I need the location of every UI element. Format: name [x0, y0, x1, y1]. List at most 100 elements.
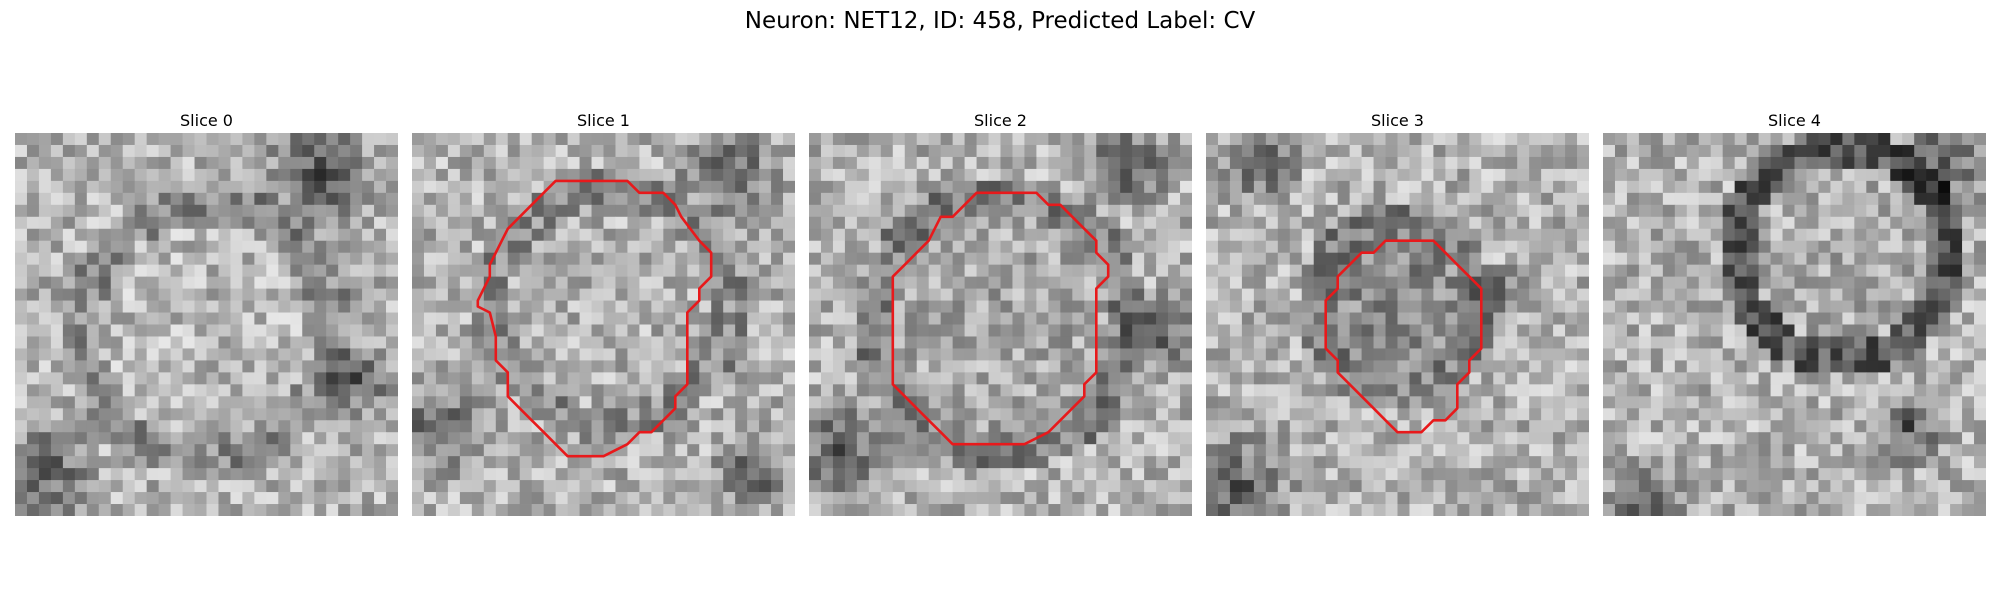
pixel-cell — [809, 204, 822, 218]
pixel-cell — [651, 432, 664, 445]
pixel-cell — [326, 192, 339, 206]
pixel-cell — [386, 456, 398, 469]
pixel-cell — [928, 288, 942, 301]
pixel-cell — [98, 372, 112, 385]
pixel-cell — [412, 264, 425, 278]
pixel-cell — [98, 144, 112, 158]
pixel-cell — [1674, 300, 1688, 313]
pixel-cell — [1962, 192, 1975, 206]
pixel-cell — [1938, 360, 1951, 373]
pixel-cell — [338, 432, 351, 445]
pixel-cell — [230, 384, 243, 397]
pixel-cell — [122, 240, 136, 254]
pixel-cell — [423, 276, 437, 289]
pixel-cell — [290, 444, 303, 457]
pixel-cell — [110, 348, 124, 361]
pixel-cell — [62, 492, 76, 505]
pixel-cell — [218, 204, 231, 218]
pixel-cell — [254, 228, 267, 242]
pixel-cell — [1206, 432, 1219, 445]
pixel-cell — [1722, 240, 1736, 254]
pixel-cell — [820, 384, 834, 397]
pixel-cell — [543, 456, 557, 469]
pixel-cell — [591, 156, 604, 170]
pixel-cell — [916, 444, 930, 457]
pixel-cell — [1120, 444, 1133, 457]
pixel-cell — [1409, 288, 1422, 301]
pixel-cell — [146, 444, 160, 457]
pixel-cell — [194, 252, 207, 266]
pixel-cell — [1313, 336, 1327, 349]
pixel-cell — [278, 216, 291, 230]
pixel-cell — [459, 240, 473, 254]
pixel-cell — [50, 432, 64, 445]
pixel-cell — [326, 408, 339, 421]
pixel-cell — [627, 348, 640, 361]
pixel-cell — [519, 480, 533, 493]
pixel-cell — [1409, 468, 1422, 481]
pixel-cell — [459, 133, 473, 146]
pixel-cell — [1325, 204, 1339, 218]
pixel-cell — [1096, 480, 1109, 493]
pixel-cell — [26, 216, 40, 230]
pixel-cell — [194, 492, 207, 505]
pixel-cell — [447, 468, 461, 481]
pixel-cell — [15, 276, 28, 289]
pixel-cell — [386, 372, 398, 385]
pixel-cell — [110, 420, 124, 433]
pixel-cell — [1770, 300, 1783, 313]
pixel-cell — [1084, 204, 1097, 218]
pixel-cell — [1385, 252, 1398, 266]
pixel-cell — [1265, 492, 1279, 505]
pixel-cell — [218, 480, 231, 493]
pixel-cell — [98, 276, 112, 289]
pixel-cell — [1505, 396, 1518, 409]
pixel-cell — [1072, 312, 1085, 325]
pixel-cell — [1950, 216, 1963, 230]
pixel-cell — [1120, 456, 1133, 469]
pixel-cell — [50, 372, 64, 385]
pixel-cell — [1012, 312, 1025, 325]
pixel-cell — [412, 372, 425, 385]
pixel-cell — [627, 276, 640, 289]
pixel-cell — [1565, 216, 1578, 230]
pixel-cell — [1565, 348, 1578, 361]
pixel-cell — [735, 168, 748, 182]
pixel-cell — [615, 192, 628, 206]
pixel-cell — [880, 180, 894, 194]
pixel-cell — [519, 468, 533, 481]
pixel-cell — [856, 240, 870, 254]
pixel-cell — [74, 348, 88, 361]
pixel-cell — [1229, 240, 1243, 254]
pixel-cell — [50, 252, 64, 266]
pixel-cell — [747, 468, 760, 481]
pixel-cell — [86, 252, 100, 266]
pixel-cell — [940, 204, 954, 218]
pixel-cell — [1277, 264, 1291, 278]
pixel-cell — [350, 444, 363, 457]
pixel-cell — [314, 312, 327, 325]
pixel-cell — [820, 192, 834, 206]
pixel-cell — [1156, 360, 1169, 373]
pixel-cell — [1686, 372, 1700, 385]
pixel-cell — [1060, 456, 1073, 469]
pixel-cell — [471, 408, 485, 421]
pixel-cell — [699, 396, 712, 409]
pixel-cell — [904, 468, 918, 481]
pixel-cell — [1096, 420, 1109, 433]
pixel-cell — [952, 432, 965, 445]
pixel-cell — [1974, 216, 1986, 230]
pixel-cell — [1241, 396, 1255, 409]
pixel-cell — [1806, 360, 1819, 373]
pixel-cell — [1878, 336, 1891, 349]
pixel-cell — [567, 384, 580, 397]
pixel-cell — [194, 324, 207, 337]
pixel-cell — [1698, 180, 1712, 194]
pixel-cell — [134, 384, 148, 397]
pixel-cell — [86, 192, 100, 206]
pixel-cell — [230, 492, 243, 505]
pixel-cell — [928, 348, 942, 361]
pixel-cell — [856, 312, 870, 325]
pixel-cell — [1072, 480, 1085, 493]
pixel-cell — [1457, 492, 1470, 505]
